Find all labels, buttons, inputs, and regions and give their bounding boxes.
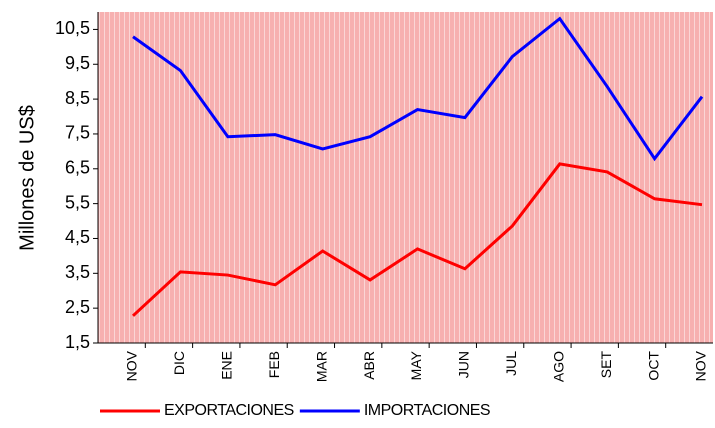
x-tick-label: ENE bbox=[219, 351, 235, 380]
y-tick-label: 4,5 bbox=[65, 227, 90, 247]
y-tick-label: 9,5 bbox=[65, 53, 90, 73]
plot-area bbox=[98, 12, 713, 343]
legend-label: IMPORTACIONES bbox=[364, 402, 490, 419]
legend-label: EXPORTACIONES bbox=[164, 402, 294, 419]
x-tick-label: MAY bbox=[408, 350, 424, 380]
series-line bbox=[132, 16, 704, 162]
y-tick-label: 6,5 bbox=[65, 158, 90, 178]
x-tick-label: OCT bbox=[645, 351, 661, 381]
y-tick-label: 1,5 bbox=[65, 332, 90, 352]
x-tick-label: JUN bbox=[456, 351, 472, 378]
y-tick-label: 5,5 bbox=[65, 192, 90, 212]
x-tick-label: AGO bbox=[550, 351, 566, 382]
y-axis-title: Millones de US$ bbox=[16, 105, 38, 251]
x-tick-label: NOV bbox=[693, 350, 709, 381]
x-tick-label: JUL bbox=[503, 351, 519, 376]
y-tick-label: 7,5 bbox=[65, 123, 90, 143]
x-tick-label: FEB bbox=[266, 351, 282, 378]
series-line bbox=[131, 162, 703, 317]
x-tick-label: NOV bbox=[124, 350, 140, 381]
y-tick-label: 10,5 bbox=[55, 18, 90, 38]
x-tick-label: SET bbox=[598, 351, 614, 379]
y-tick-label: 3,5 bbox=[65, 262, 90, 282]
x-tick-label: ABR bbox=[361, 351, 377, 380]
x-tick-label: MAR bbox=[313, 351, 329, 382]
y-tick-label: 8,5 bbox=[65, 88, 90, 108]
y-tick-label: 2,5 bbox=[65, 297, 90, 317]
x-tick-label: DIC bbox=[171, 351, 187, 375]
